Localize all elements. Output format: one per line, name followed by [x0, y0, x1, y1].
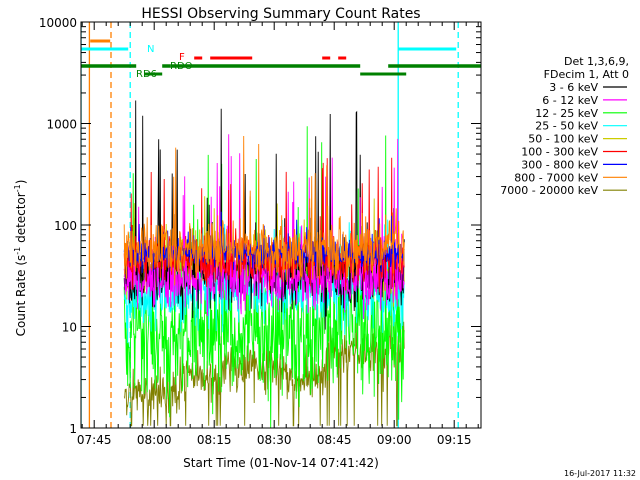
- legend-label-3: 25 - 50 keV: [535, 120, 598, 133]
- legend-label-7: 800 - 7000 keV: [514, 171, 598, 184]
- x-axis-label: Start Time (01-Nov-14 07:41:42): [183, 456, 379, 470]
- legend-label-4: 50 - 100 keV: [528, 133, 598, 146]
- y-tick-label-3: 1000: [46, 118, 77, 132]
- flag-label-rdo: RDO: [170, 61, 193, 72]
- flag-label-rd6: RD6: [136, 69, 157, 80]
- x-tick-label-0: 07:45: [77, 433, 112, 447]
- x-tick-label-5: 09:00: [377, 433, 412, 447]
- legend-label-1: 6 - 12 keV: [542, 94, 598, 107]
- legend-label-0: 3 - 6 keV: [549, 81, 598, 94]
- legend-header-line-1: Det 1,3,6,9,: [564, 55, 629, 68]
- y-label-mid: detector: [14, 192, 28, 247]
- legend-label-6: 300 - 800 keV: [521, 158, 598, 171]
- x-axis: 07:45 08:00 08:15 08:30 08:45 09:00 09:15: [77, 22, 479, 447]
- flag-label-n: N: [147, 44, 154, 55]
- y-label-suffix: ): [14, 180, 28, 185]
- plot-area: [81, 22, 481, 428]
- chart-title: HESSI Observing Summary Count Rates: [141, 6, 420, 22]
- x-tick-label-1: 08:00: [137, 433, 172, 447]
- x-tick-label-6: 09:15: [437, 433, 472, 447]
- y-label-prefix: Count Rate (s: [14, 255, 28, 337]
- y-tick-label-1: 10: [62, 321, 77, 335]
- y-tick-label-4: 10000: [39, 16, 77, 30]
- y-tick-label-2: 100: [54, 219, 77, 233]
- series-line-7: [123, 135, 405, 286]
- legend-label-8: 7000 - 20000 keV: [500, 184, 598, 197]
- y-label-exp-1: -1: [13, 247, 22, 255]
- y-label-exp-2: -1: [13, 184, 22, 192]
- x-tick-label-4: 08:45: [317, 433, 352, 447]
- legend: Det 1,3,6,9, FDecim 1, Att 0 3 - 6 keV6 …: [500, 55, 629, 197]
- legend-label-5: 100 - 300 keV: [521, 146, 598, 159]
- x-tick-label-2: 08:15: [197, 433, 232, 447]
- y-tick-label-0: 1: [69, 422, 77, 436]
- legend-header-line-2: FDecim 1, Att 0: [544, 68, 629, 81]
- flag-label-f: F: [179, 52, 185, 63]
- timestamp: 16-Jul-2017 11:32: [564, 469, 636, 478]
- legend-label-2: 12 - 25 keV: [535, 107, 598, 120]
- x-tick-label-3: 08:30: [257, 433, 292, 447]
- y-axis: 1 10 100 1000 10000: [39, 16, 481, 436]
- series-line-2: [123, 126, 405, 428]
- y-axis-label: Count Rate (s-1 detector-1): [13, 180, 28, 337]
